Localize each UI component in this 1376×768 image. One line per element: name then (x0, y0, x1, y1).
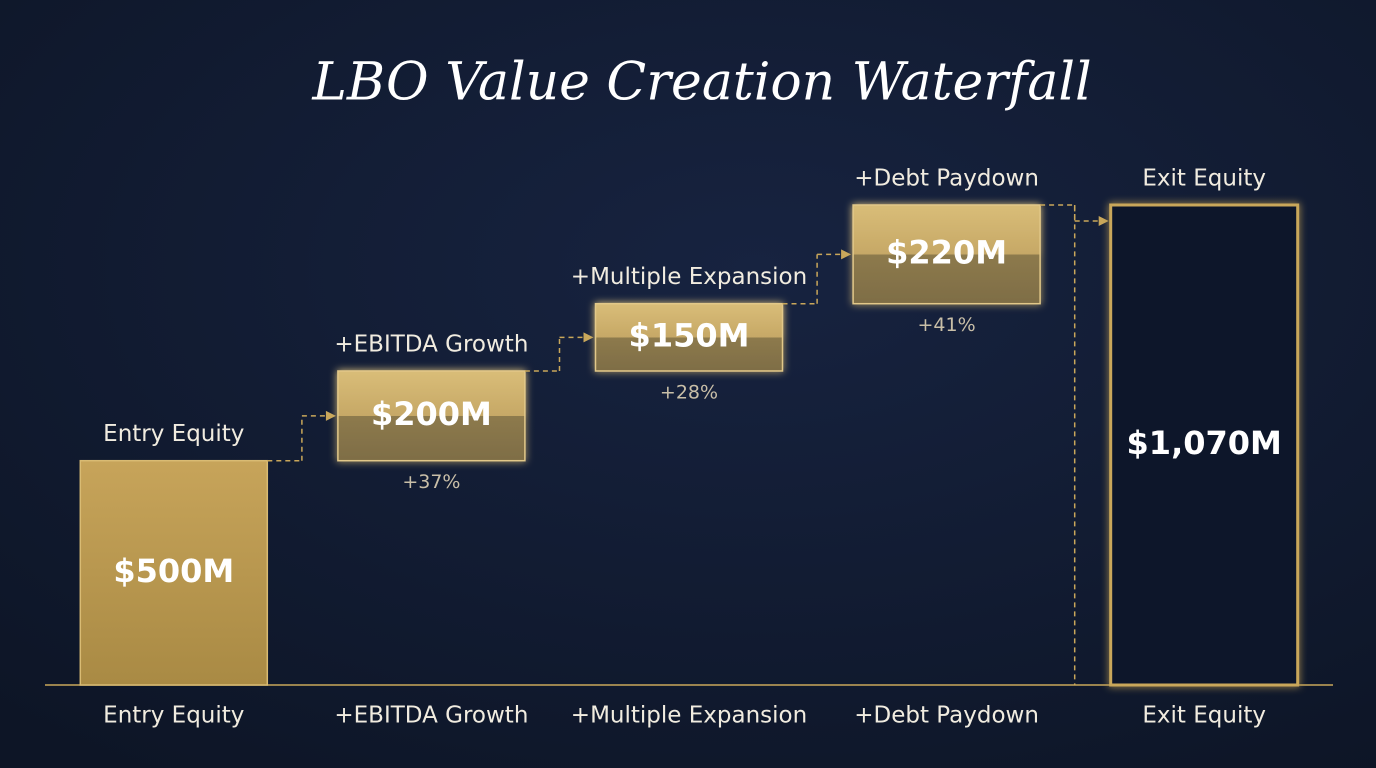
bar (79, 459, 269, 686)
change-label: +37% (402, 471, 460, 493)
value-label: $200M (371, 395, 492, 433)
bar-category-label: +Debt Paydown (854, 166, 1039, 192)
bar (1109, 203, 1300, 687)
value-label: $500M (113, 552, 234, 590)
arrow-head (325, 410, 336, 421)
bar-category-label: +EBITDA Growth (334, 331, 528, 357)
connector (1040, 204, 1076, 685)
x-tick-label: Exit Equity (1142, 703, 1266, 729)
x-tick-label: +EBITDA Growth (334, 703, 528, 729)
change-label: +28% (660, 381, 718, 403)
value-label: $220M (886, 233, 1007, 271)
bar-category-label: Entry Equity (103, 421, 244, 447)
bar (337, 370, 526, 462)
x-tick-label: +Debt Paydown (854, 703, 1039, 729)
change-label: +41% (918, 314, 976, 336)
bar (594, 302, 784, 372)
value-label: $1,070M (1127, 424, 1282, 462)
value-label: $150M (629, 316, 750, 354)
bar (852, 204, 1041, 305)
bar-category-label: Exit Equity (1142, 166, 1266, 192)
arrow-head (841, 249, 852, 260)
bar-category-label: +Multiple Expansion (571, 264, 807, 290)
x-tick-label: Entry Equity (103, 703, 244, 729)
x-tick-label: +Multiple Expansion (571, 703, 807, 729)
arrow-head (583, 332, 594, 343)
chart-title: LBO Value Creation Waterfall (311, 53, 1091, 113)
arrow-head (1098, 216, 1109, 226)
